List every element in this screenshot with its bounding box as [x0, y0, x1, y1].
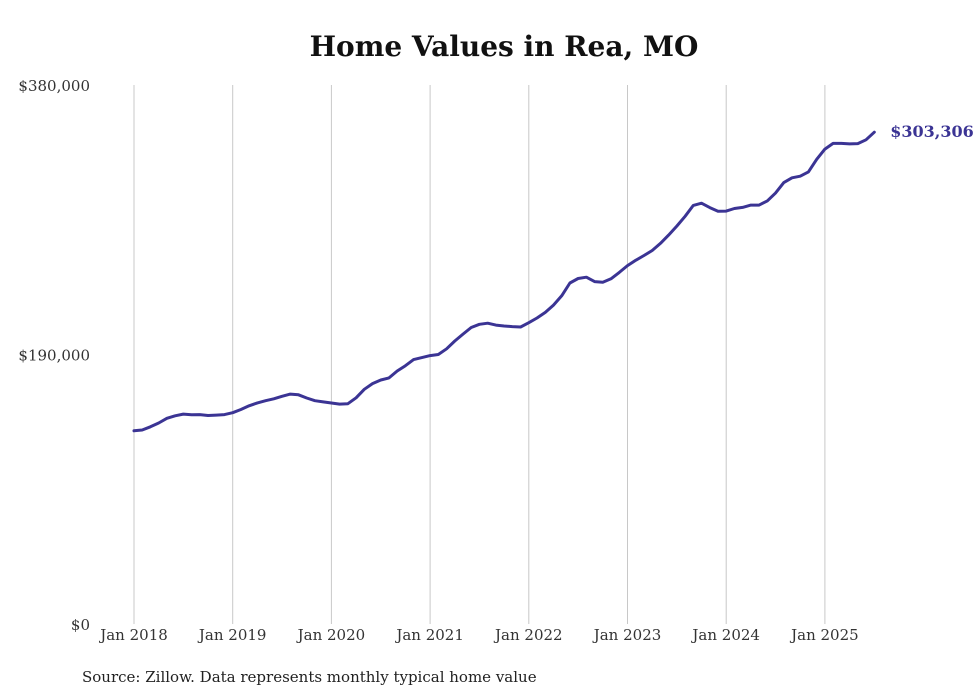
x-tick-label: Jan 2019	[197, 626, 267, 644]
series-line	[132, 130, 876, 433]
chart-title: Home Values in Rea, MO	[309, 30, 699, 63]
end-value-label: $303,306	[890, 122, 974, 141]
x-tick-label: Jan 2020	[296, 626, 366, 644]
y-tick-label: $0	[71, 616, 90, 634]
x-tick-label: Jan 2021	[394, 626, 464, 644]
y-tick-label: $380,000	[18, 77, 90, 95]
x-tick-label: Jan 2018	[98, 626, 168, 644]
source-note: Source: Zillow. Data represents monthly …	[82, 668, 537, 686]
x-tick-label: Jan 2022	[493, 626, 563, 644]
y-tick-label: $190,000	[18, 347, 90, 365]
x-tick-label: Jan 2024	[690, 626, 760, 644]
x-tick-label: Jan 2023	[592, 626, 662, 644]
x-tick-label: Jan 2025	[789, 626, 859, 644]
